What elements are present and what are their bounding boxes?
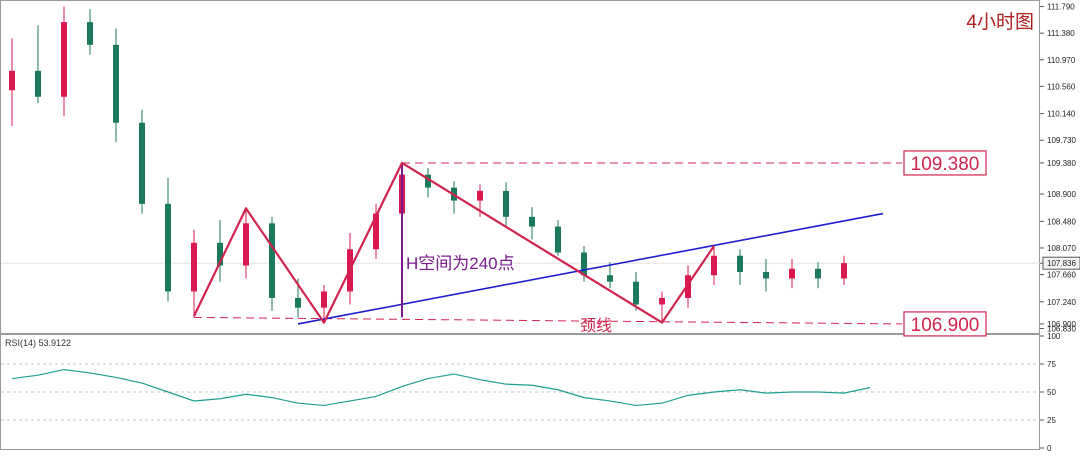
rsi-tick-label: 25	[1047, 416, 1056, 425]
price-tick-label: 108.900	[1047, 190, 1076, 199]
price-tick-label: 106.900	[1047, 320, 1076, 329]
candle-body	[9, 70, 15, 91]
candle-body	[737, 255, 743, 272]
candle	[35, 25, 41, 104]
candles-layer	[9, 6, 847, 323]
price-tick-label: 111.380	[1047, 29, 1075, 38]
rsi-tick-label: 50	[1047, 388, 1056, 397]
candle-body	[477, 190, 483, 201]
price-tick-label: 111.790	[1047, 3, 1075, 12]
resistance-label: 109.380	[911, 154, 980, 175]
candle	[815, 262, 821, 289]
candle-body	[217, 242, 223, 266]
candle-body	[165, 203, 171, 292]
candle	[789, 259, 795, 289]
candle	[711, 246, 717, 285]
candle-body	[685, 275, 691, 298]
candle-body	[139, 122, 145, 204]
candle-body	[425, 174, 431, 188]
candle	[763, 259, 769, 292]
neckline-dashed-line	[193, 316, 903, 325]
candle	[373, 203, 379, 260]
price-tick-label: 108.480	[1047, 217, 1076, 226]
candle-body	[529, 216, 535, 227]
rsi-title: RSI(14) 53.9122	[5, 338, 71, 348]
price-tick-label: 109.730	[1047, 136, 1076, 145]
candle-body	[373, 213, 379, 250]
candle	[529, 207, 535, 240]
candle	[61, 6, 67, 117]
price-tick-label: 106.830	[1047, 324, 1076, 333]
candle-body	[581, 252, 587, 276]
current-price-label: 107.836	[1047, 259, 1076, 268]
price-panel-frame	[0, 0, 1040, 334]
price-tick-label: 110.560	[1047, 82, 1076, 91]
candle	[425, 168, 431, 198]
candle	[9, 38, 15, 126]
candle	[607, 262, 613, 289]
candle	[321, 284, 327, 323]
candle-body	[607, 275, 613, 282]
candle	[191, 229, 197, 318]
candle-body	[87, 22, 93, 45]
chart-title: 4小时图	[966, 11, 1034, 33]
candle-body	[295, 297, 301, 308]
candle-body	[633, 281, 639, 305]
neckline-label-box	[903, 311, 987, 337]
candle-body	[269, 223, 275, 298]
price-tick-label: 108.070	[1047, 244, 1076, 253]
candle-body	[35, 70, 41, 97]
candle	[685, 265, 691, 308]
price-tick-label: 107.240	[1047, 298, 1076, 307]
candle-body	[555, 226, 561, 253]
neckline-label: 106.900	[911, 315, 980, 336]
candle-body	[503, 190, 509, 217]
price-axis: 111.790 111.380 110.970 110.560 110.140 109.7…	[1, 3, 1080, 333]
price-tick-label: 110.140	[1047, 110, 1076, 119]
candle-body	[113, 44, 119, 123]
candle	[87, 9, 93, 55]
candle	[243, 207, 249, 279]
candle	[841, 255, 847, 285]
rsi-line	[11, 368, 871, 407]
candle	[503, 182, 509, 227]
candle	[139, 109, 145, 214]
candle	[113, 28, 119, 143]
rsi-layer	[11, 368, 871, 407]
candle-body	[815, 268, 821, 279]
candle	[217, 220, 223, 282]
price-tick-label: 109.380	[1047, 159, 1076, 168]
candle	[165, 177, 171, 302]
candle-body	[321, 291, 327, 308]
candle-body	[243, 223, 249, 266]
height-annotation: H空间为240点	[406, 254, 515, 273]
candle	[633, 271, 639, 311]
pattern-zigzag-line	[193, 161, 715, 324]
candle-body	[763, 271, 769, 279]
rsi-tick-label: 100	[1047, 332, 1061, 341]
candle-body	[841, 263, 847, 279]
neckline-annotation: 颈线	[580, 317, 612, 335]
price-tick-label: 110.970	[1047, 56, 1076, 65]
candle-body	[659, 297, 665, 305]
candle	[659, 291, 665, 323]
ascending-trendline	[297, 212, 884, 325]
candle	[737, 249, 743, 285]
current-price-box	[1042, 256, 1080, 270]
resistance-label-box	[903, 150, 987, 176]
candle	[269, 216, 275, 311]
candle	[555, 220, 561, 256]
rsi-tick-label: 0	[1047, 444, 1052, 451]
candle-body	[61, 22, 67, 97]
rsi-axis: 100 75 50 25 0	[1, 332, 1061, 453]
price-tick-label: 107.660	[1047, 271, 1076, 280]
candle-body	[191, 242, 197, 292]
candle-body	[711, 255, 717, 276]
rsi-tick-label: 75	[1047, 360, 1056, 369]
candle-body	[789, 268, 795, 279]
